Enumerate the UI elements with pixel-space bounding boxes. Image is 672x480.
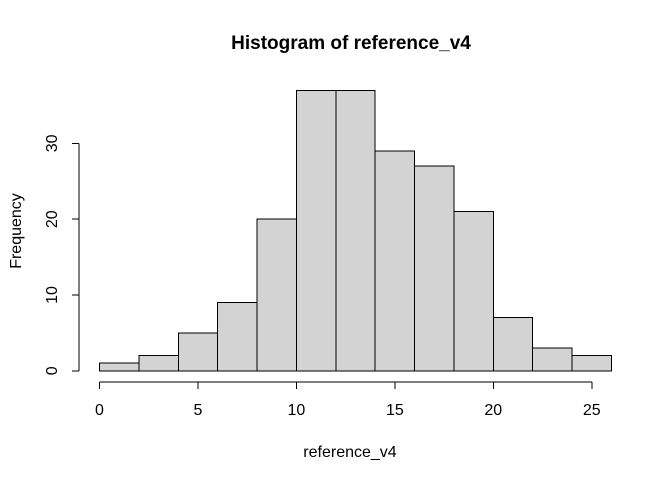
y-tick-label: 0 [44,366,61,375]
x-tick-label: 0 [95,402,104,419]
histogram-bar [217,302,258,372]
histogram-bar [492,317,534,372]
y-tick-label: 10 [44,286,61,304]
histogram-bar [256,218,297,372]
axes: 0 5 10 15 20 25 0 10 20 30 [44,134,601,419]
histogram-bar [374,150,416,372]
x-tick-label: 10 [288,402,306,419]
x-axis-title: reference_v4 [303,444,396,461]
histogram-bar [414,165,455,372]
histogram-bar [99,362,140,372]
histogram-bar [453,211,494,372]
y-axis-title: Frequency [8,193,25,269]
histogram-bar [532,347,573,372]
histogram-bar [295,89,337,372]
histogram-bar [335,89,376,372]
histogram-bar [138,355,179,372]
chart-title: Histogram of reference_v4 [231,33,471,54]
histogram-bar [571,355,612,372]
x-tick-label: 20 [484,402,502,419]
x-tick-label: 25 [583,402,601,419]
histogram-bar [177,332,219,372]
y-tick-label: 20 [44,210,61,228]
x-tick-label: 5 [193,402,202,419]
histogram-bars [99,89,612,372]
y-tick-label: 30 [44,134,61,152]
x-tick-label: 15 [386,402,404,419]
